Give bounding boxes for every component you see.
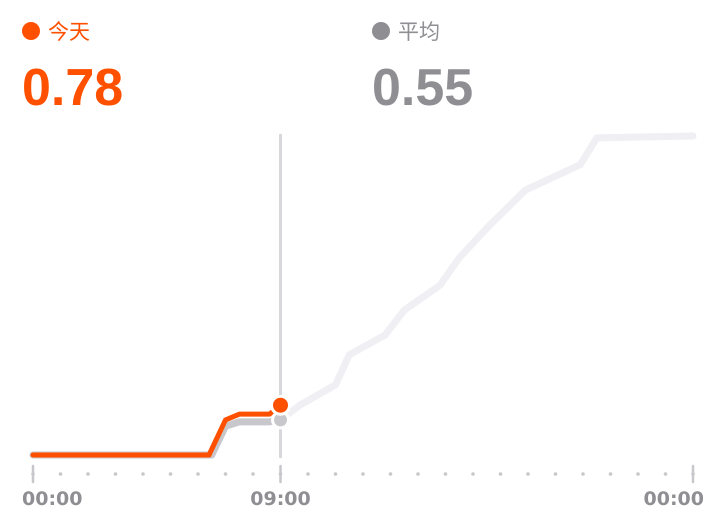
legend-label: 平均 xyxy=(398,20,440,44)
minor-tick xyxy=(141,472,145,476)
total-value: 0.78 xyxy=(22,59,123,117)
minor-tick xyxy=(58,472,63,476)
series-line xyxy=(277,132,697,424)
series-line xyxy=(30,402,283,458)
minor-tick xyxy=(663,472,668,476)
legend-label: 今天 xyxy=(48,20,90,44)
minor-tick xyxy=(388,472,393,476)
x-tick-label: 09:00 xyxy=(250,488,310,510)
minor-tick xyxy=(416,472,420,476)
minor-tick xyxy=(498,472,503,476)
minor-tick xyxy=(86,472,90,476)
legend-dot xyxy=(22,22,40,40)
minor-tick xyxy=(526,472,530,476)
minor-tick xyxy=(333,472,338,476)
today-dot xyxy=(270,394,291,416)
minor-tick xyxy=(636,472,640,476)
minor-tick xyxy=(361,472,365,476)
minor-tick xyxy=(168,472,173,476)
x-tick-label: 00:00 xyxy=(22,488,82,510)
minor-tick xyxy=(196,472,200,476)
minor-tick xyxy=(251,472,255,476)
minor-tick xyxy=(608,472,613,476)
series-line xyxy=(29,416,284,459)
minor-tick xyxy=(306,472,310,476)
legend-dot xyxy=(372,22,390,40)
minor-tick xyxy=(581,472,585,476)
minor-tick xyxy=(553,472,558,476)
x-tick-label: 00:00 xyxy=(644,488,704,510)
minor-tick xyxy=(223,472,228,476)
minor-tick xyxy=(443,472,448,476)
minor-tick xyxy=(113,472,118,476)
total-value: 0.55 xyxy=(372,59,473,117)
minor-tick xyxy=(471,472,475,476)
